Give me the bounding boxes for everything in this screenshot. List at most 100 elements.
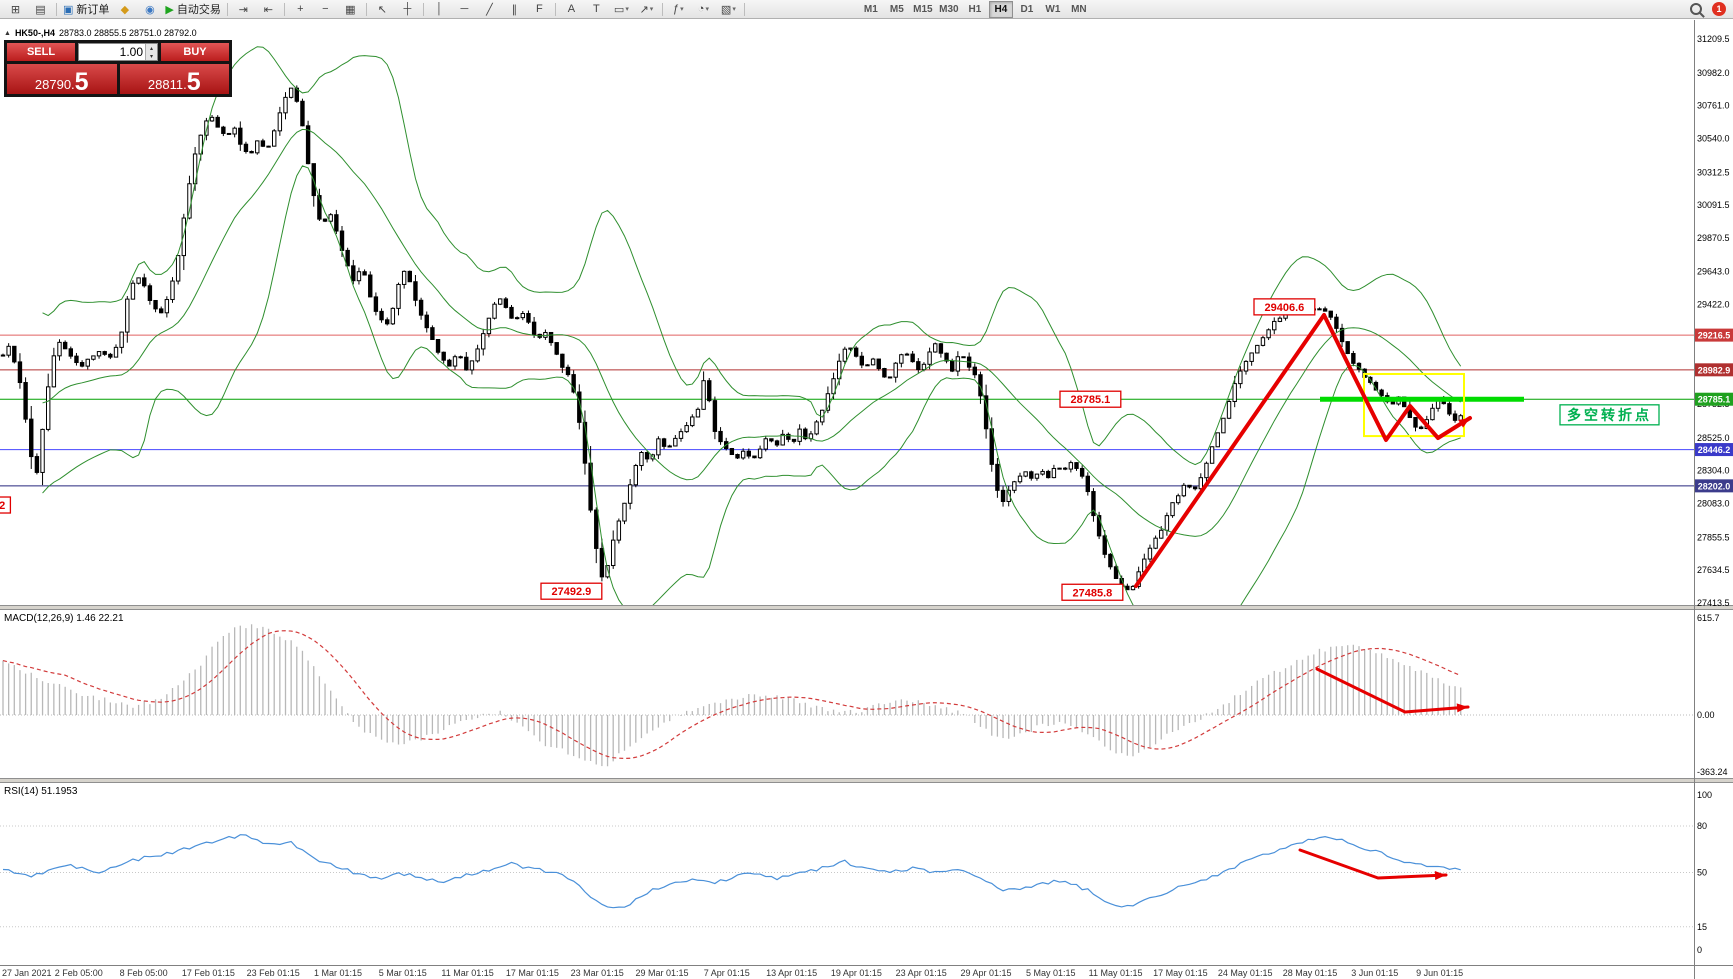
equidistant-channel-icon[interactable]: ∥	[511, 3, 518, 16]
svg-text:30540.0: 30540.0	[1697, 133, 1730, 143]
sell-price-small: 28790.	[34, 76, 75, 92]
peak-price-label[interactable]: 29406.6	[1253, 298, 1316, 316]
timeframe-m15[interactable]: M15	[913, 3, 933, 15]
svg-text:13 Apr 01:15: 13 Apr 01:15	[766, 968, 817, 978]
price-badge: 28202.0	[1695, 479, 1733, 493]
svg-text:17 Feb 01:15: 17 Feb 01:15	[182, 968, 235, 978]
new-order-button[interactable]: ▣ 新订单	[63, 3, 110, 17]
trendline-icon[interactable]: ╱	[486, 3, 493, 16]
volume-up-button[interactable]: ▴	[149, 45, 153, 52]
price-badge: 28982.9	[1695, 363, 1733, 377]
crosshair-icon[interactable]: ┼	[403, 3, 412, 15]
svg-text:29 Mar 01:15: 29 Mar 01:15	[635, 968, 688, 978]
chart-window-icon[interactable]: ⊞	[10, 3, 21, 16]
volume-field: ▴ ▾	[78, 43, 158, 61]
turning-point-label[interactable]: 多空转折点	[1559, 404, 1660, 426]
fibonacci-icon[interactable]: F	[536, 3, 543, 15]
timeframe-m30[interactable]: M30	[939, 3, 959, 15]
auto-scroll-icon[interactable]: ⇤	[263, 3, 273, 16]
notification-badge[interactable]: 1	[1712, 2, 1726, 16]
timeframe-mn[interactable]: MN	[1071, 3, 1087, 15]
svg-text:1 Mar 01:15: 1 Mar 01:15	[314, 968, 362, 978]
rally-arrow[interactable]	[1134, 313, 1326, 588]
one-click-trading-panel: ▲ HK50-,H4 28783.0 28855.5 28751.0 28792…	[4, 28, 236, 97]
svg-text:9 Jun 01:15: 9 Jun 01:15	[1416, 968, 1463, 978]
panel-splitter[interactable]	[0, 605, 1733, 610]
chart-window: 29406.6 28785.1 27492.9 27485.8 多空转折点 2 31209.…	[0, 20, 1733, 979]
ohlc-values: 28783.0 28855.5 28751.0 28792.0	[58, 28, 197, 38]
svg-text:24 May 01:15: 24 May 01:15	[1218, 968, 1273, 978]
svg-text:17 Mar 01:15: 17 Mar 01:15	[506, 968, 559, 978]
toolbar-separator	[743, 2, 745, 16]
svg-text:23 Feb 01:15: 23 Feb 01:15	[247, 968, 300, 978]
left-edge-label[interactable]: 2	[0, 496, 12, 514]
svg-text:23 Apr 01:15: 23 Apr 01:15	[896, 968, 947, 978]
zoom-in-icon[interactable]: +	[297, 3, 304, 15]
svg-text:27492.9: 27492.9	[552, 586, 592, 598]
undefined[interactable]	[1315, 667, 1470, 714]
tile-windows-icon[interactable]: ▦	[345, 3, 356, 16]
buy-price-button[interactable]: 28811. 5	[119, 64, 229, 95]
chart-area[interactable]: 29406.6 28785.1 27492.9 27485.8 多空转折点 2 31209.…	[0, 20, 1733, 979]
volume-input[interactable]	[79, 44, 145, 60]
price-badge: 28785.1	[1695, 392, 1733, 406]
toolbar-buttons: ⊞ ▤ ▣新订单 ◆ ◉ ▶自动交易 ⇥ ⇤ + − ▦ ↖ ┼ │ ─ ╱ ∥ F A T ▭↗ ƒ◔▧ M1 M5 M15 M…	[3, 0, 1092, 18]
svg-text:30982.0: 30982.0	[1697, 68, 1730, 78]
toolbar-separator	[226, 2, 228, 16]
volume-down-button[interactable]: ▾	[149, 53, 153, 60]
collapse-panel-icon[interactable]: ▲	[4, 29, 11, 37]
market-watch-icon[interactable]: ◆	[120, 3, 130, 16]
svg-text:28785.1: 28785.1	[1698, 395, 1731, 405]
level-price-label[interactable]: 28785.1	[1059, 390, 1122, 408]
chart-shift-icon[interactable]: ⇥	[238, 3, 248, 16]
svg-text:0: 0	[1697, 945, 1702, 955]
horizontal-line-icon[interactable]: ─	[460, 3, 469, 15]
periods-dropdown[interactable]: ◔	[691, 0, 716, 19]
timeframe-m5[interactable]: M5	[889, 3, 904, 15]
templates-dropdown[interactable]: ▧	[716, 0, 741, 19]
svg-text:29216.5: 29216.5	[1698, 331, 1731, 341]
svg-text:50: 50	[1697, 868, 1707, 878]
svg-text:29406.6: 29406.6	[1265, 302, 1305, 314]
toolbar-separator	[365, 2, 367, 16]
svg-text:31209.5: 31209.5	[1697, 34, 1730, 44]
navigator-icon[interactable]: ◉	[145, 3, 155, 16]
arrows-dropdown[interactable]: ↗	[634, 0, 659, 19]
text-icon[interactable]: A	[567, 3, 576, 15]
svg-text:2: 2	[0, 500, 5, 512]
sell-button[interactable]: SELL	[7, 43, 75, 61]
timeframe-h4[interactable]: H4	[988, 0, 1013, 18]
timeframe-m1[interactable]: M1	[863, 3, 878, 15]
profiles-icon[interactable]: ▤	[35, 3, 46, 16]
svg-text:30761.0: 30761.0	[1697, 101, 1730, 111]
search-icon[interactable]	[1690, 3, 1702, 15]
svg-text:28083.0: 28083.0	[1697, 499, 1730, 509]
low2-price-label[interactable]: 27485.8	[1061, 583, 1124, 601]
cursor-icon[interactable]: ↖	[377, 3, 387, 16]
undefined[interactable]	[1298, 848, 1448, 880]
zoom-out-icon[interactable]: −	[322, 3, 329, 15]
buy-button[interactable]: BUY	[161, 43, 229, 61]
consolidation-box[interactable]	[1363, 372, 1465, 438]
vertical-line-icon[interactable]: │	[435, 3, 443, 15]
price-pane[interactable]	[0, 46, 1694, 620]
low1-price-label[interactable]: 27492.9	[540, 582, 603, 600]
sell-price-button[interactable]: 28790. 5	[7, 64, 117, 95]
panel-splitter[interactable]	[0, 778, 1733, 783]
timeframe-d1[interactable]: D1	[1020, 3, 1034, 15]
svg-text:615.7: 615.7	[1697, 613, 1720, 623]
autotrade-button[interactable]: ▶ 自动交易	[165, 3, 221, 17]
svg-text:28525.0: 28525.0	[1697, 433, 1730, 443]
shapes-dropdown[interactable]: ▭	[609, 0, 634, 19]
svg-text:29870.5: 29870.5	[1697, 233, 1730, 243]
svg-text:8 Feb 05:00: 8 Feb 05:00	[120, 968, 168, 978]
timeframe-h1[interactable]: H1	[968, 3, 982, 15]
pullback-arrow[interactable]	[1322, 313, 1472, 442]
pullback-arrow-head	[1458, 418, 1470, 428]
svg-text:0.00: 0.00	[1697, 710, 1715, 720]
svg-text:80: 80	[1697, 821, 1707, 831]
timeframe-w1[interactable]: W1	[1045, 3, 1061, 15]
indicators-dropdown[interactable]: ƒ	[666, 0, 691, 19]
bollinger-upper-band	[42, 46, 1462, 466]
text-label-icon[interactable]: T	[593, 3, 600, 15]
